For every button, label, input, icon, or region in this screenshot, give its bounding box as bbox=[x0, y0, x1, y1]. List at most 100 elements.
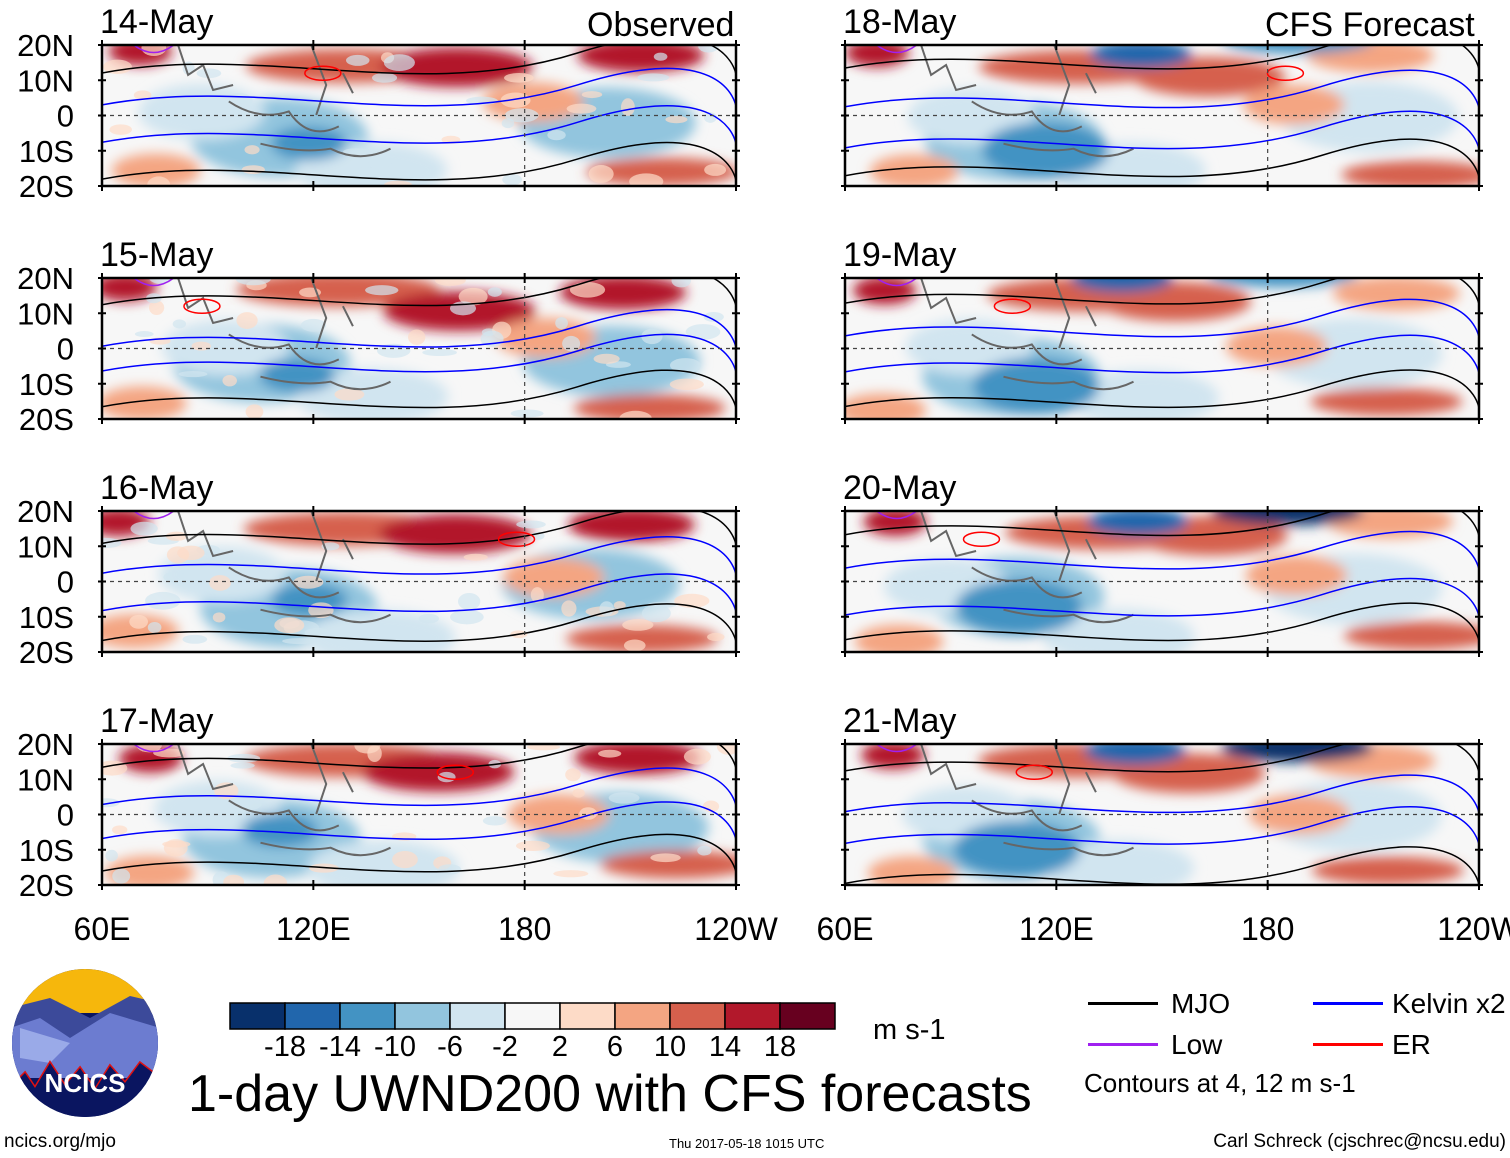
wind-anomaly-speckle bbox=[510, 409, 544, 418]
wind-anomaly-speckle bbox=[641, 604, 671, 623]
wind-anomaly-speckle bbox=[112, 825, 128, 835]
wind-anomaly-speckle bbox=[371, 72, 398, 83]
coastline bbox=[920, 511, 1134, 624]
wind-anomaly-speckle bbox=[300, 318, 327, 332]
wind-anomaly-speckle bbox=[487, 287, 502, 297]
wind-anomaly-speckle bbox=[161, 103, 197, 112]
coastline bbox=[177, 278, 391, 391]
wind-anomaly-speckle bbox=[547, 129, 566, 141]
mjo-contour bbox=[845, 369, 1479, 409]
kelvin-contour bbox=[102, 573, 736, 613]
kelvin-contour bbox=[845, 774, 1479, 814]
ncics-logo: NCICS bbox=[12, 969, 158, 1117]
wind-anomaly-speckle bbox=[449, 609, 484, 625]
wind-anomaly-speckle bbox=[134, 331, 154, 338]
colorbar-swatch bbox=[669, 1002, 726, 1030]
wind-anomaly-region bbox=[955, 578, 1083, 636]
wind-anomaly-speckle bbox=[707, 632, 725, 642]
colorbar-tick-label: -14 bbox=[319, 1031, 361, 1063]
map-panel-21-May: 21-May bbox=[841, 702, 1483, 890]
wind-anomaly-speckle bbox=[566, 103, 597, 114]
mjo-contour bbox=[102, 744, 736, 769]
wind-anomaly-speckle bbox=[438, 864, 462, 875]
kelvin-contour bbox=[845, 530, 1479, 570]
wind-anomaly-speckle bbox=[653, 52, 668, 61]
wind-anomaly-speckle bbox=[562, 335, 581, 352]
wind-anomaly-speckle bbox=[177, 545, 205, 561]
wind-anomaly-speckle bbox=[629, 173, 664, 186]
wind-anomaly-speckle bbox=[359, 870, 386, 885]
wind-anomaly-speckle bbox=[274, 617, 305, 634]
wind-anomaly-speckle bbox=[365, 285, 399, 296]
mjo-contour bbox=[102, 141, 736, 181]
wind-anomaly-region bbox=[1042, 608, 1195, 652]
wind-anomaly-speckle bbox=[703, 312, 724, 322]
wind-anomaly-region bbox=[1341, 160, 1479, 186]
wind-anomaly-speckle bbox=[209, 575, 231, 591]
wind-anomaly-speckle bbox=[196, 68, 222, 79]
wind-anomaly-speckle bbox=[353, 167, 380, 175]
wind-anomaly-region bbox=[102, 614, 179, 649]
footer-url[interactable]: ncics.org/mjo bbox=[4, 1131, 116, 1152]
wind-anomaly-speckle bbox=[129, 614, 148, 629]
wind-anomaly-region bbox=[296, 368, 449, 419]
lat-tick-label: 20S bbox=[19, 635, 74, 670]
legend-low-label: Low bbox=[1171, 1029, 1223, 1060]
mjo-contour bbox=[102, 369, 736, 409]
low-contour bbox=[876, 511, 918, 520]
er-contour bbox=[436, 764, 475, 780]
wind-anomaly-speckle bbox=[342, 148, 371, 156]
wind-anomaly-region bbox=[1084, 744, 1186, 765]
panel-date-title: 15-May bbox=[100, 236, 213, 274]
wind-anomaly-region bbox=[1211, 278, 1354, 288]
map-panel-20-May: 20-May bbox=[841, 469, 1483, 657]
map-panel-19-May: 19-May bbox=[841, 236, 1483, 424]
mjo-contour bbox=[102, 511, 736, 546]
lon-tick-label: 60E bbox=[817, 911, 874, 947]
wind-anomaly-speckle bbox=[244, 145, 260, 155]
wind-anomaly-speckle bbox=[408, 329, 426, 345]
wind-anomaly-speckle bbox=[224, 93, 253, 108]
wind-anomaly-region bbox=[502, 557, 605, 597]
wind-anomaly-speckle bbox=[187, 109, 201, 120]
footer-author: Carl Schreck (cjschrec@ncsu.edu) bbox=[1213, 1131, 1506, 1152]
panel-date-title: 16-May bbox=[100, 469, 213, 507]
kelvin-contour bbox=[102, 308, 736, 348]
wind-anomaly-speckle bbox=[182, 634, 208, 644]
er-contour bbox=[962, 531, 1001, 547]
lat-tick-label: 10N bbox=[17, 296, 74, 331]
lat-tick-label: 20N bbox=[17, 28, 74, 63]
lat-tick-label: 0 bbox=[57, 332, 74, 367]
wind-anomaly-region bbox=[270, 126, 347, 161]
wind-anomaly-speckle bbox=[236, 312, 258, 329]
low-contour bbox=[876, 278, 918, 287]
wind-anomaly-region bbox=[1248, 794, 1350, 834]
wind-anomaly-speckle bbox=[608, 792, 640, 804]
wind-anomaly-speckle bbox=[383, 54, 415, 72]
kelvin-contour bbox=[102, 767, 736, 807]
lon-tick-label: 120E bbox=[276, 911, 351, 947]
wind-anomaly-speckle bbox=[172, 319, 187, 329]
wind-anomaly-speckle bbox=[422, 348, 457, 356]
low-contour bbox=[133, 744, 175, 753]
colorbar-swatch bbox=[614, 1002, 671, 1030]
wind-anomaly-region bbox=[1087, 511, 1189, 536]
wind-anomaly-region bbox=[138, 83, 265, 141]
panel-date-title: 20-May bbox=[843, 469, 956, 507]
lat-tick-label: 0 bbox=[57, 798, 74, 833]
wind-anomaly-speckle bbox=[147, 621, 162, 633]
colorbar-tick-label: -18 bbox=[264, 1031, 306, 1063]
lat-tick-label: 10N bbox=[17, 762, 74, 797]
wind-anomaly-region bbox=[1071, 278, 1173, 293]
wind-anomaly-speckle bbox=[245, 404, 264, 419]
wind-anomaly-region bbox=[845, 393, 927, 419]
wind-anomaly-speckle bbox=[368, 157, 392, 169]
mjo-contour bbox=[845, 45, 1479, 70]
wind-anomaly-speckle bbox=[458, 287, 488, 306]
wind-anomaly-region bbox=[1225, 326, 1328, 367]
kelvin-contour bbox=[102, 801, 736, 841]
logo-text: NCICS bbox=[45, 1068, 126, 1098]
wind-anomaly-speckle bbox=[392, 850, 418, 869]
wind-anomaly-speckle bbox=[112, 868, 131, 884]
